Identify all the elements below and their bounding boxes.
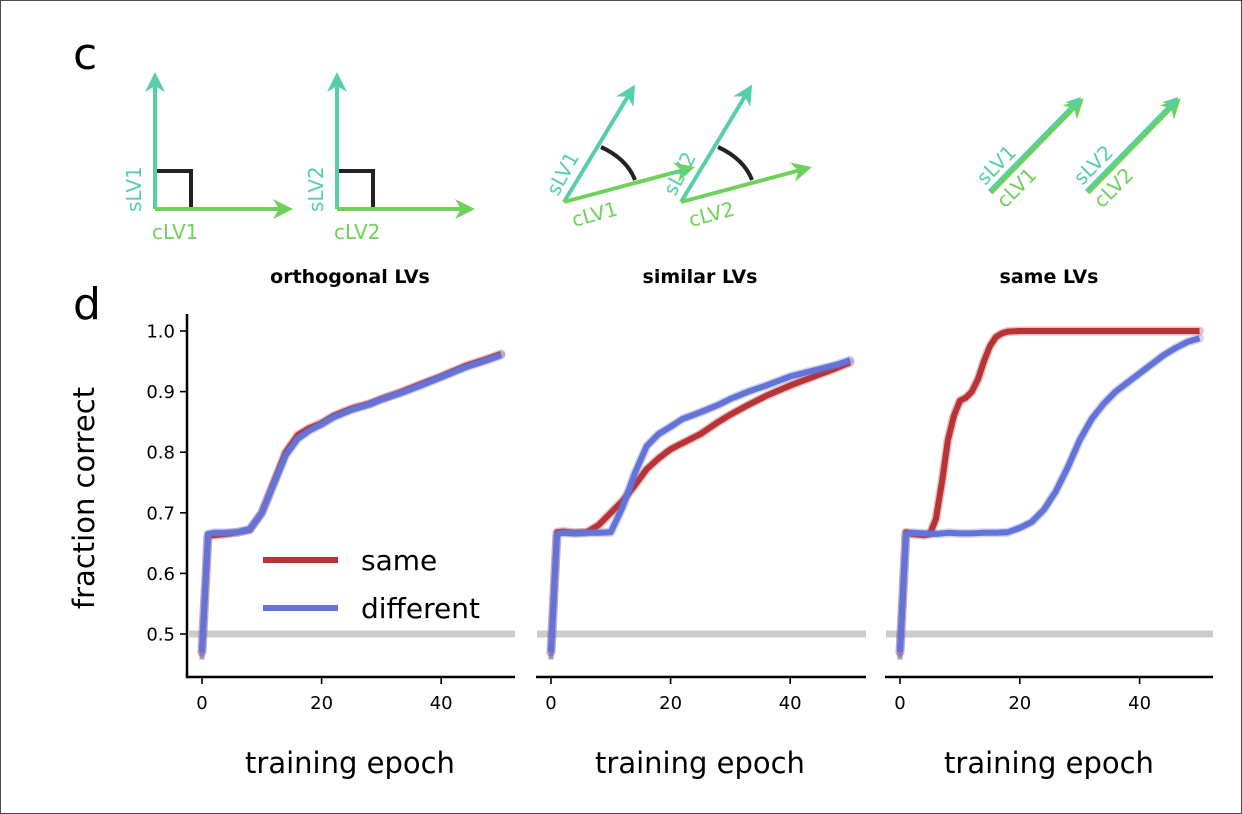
x-tick-label: 20: [1008, 693, 1031, 714]
x-tick-label: 0: [196, 693, 207, 714]
x-tick-label: 0: [894, 693, 905, 714]
clv-label: cLV2: [686, 197, 737, 232]
chart-title: similar LVs: [643, 266, 758, 288]
x-tick-label: 20: [659, 693, 682, 714]
x-ticks: 0 20 40: [187, 675, 515, 714]
chart-same: same LVs training epoch 0 20 40: [885, 266, 1213, 780]
clv-arrow: [989, 98, 1084, 195]
plot-area: [188, 349, 515, 660]
clv-arrow: [680, 162, 812, 204]
x-tick-label: 20: [310, 693, 333, 714]
vector-pair: sLV2 cLV2: [304, 72, 475, 244]
clv-arrow: [1086, 98, 1181, 195]
plot-area: [537, 355, 866, 660]
vector-pair: sLV2 cLV2: [658, 84, 812, 232]
clv-label: cLV2: [334, 220, 380, 244]
slv-arrow: [679, 84, 753, 204]
x-ticks: 0 20 40: [536, 675, 866, 714]
slv-arrow: [1084, 96, 1179, 193]
legend: same different: [263, 544, 480, 625]
panel-letter-c: c: [73, 29, 97, 80]
y-tick-label: 0.7: [146, 503, 175, 524]
panel-letter-d: d: [73, 279, 101, 330]
x-tick-label: 40: [1128, 693, 1151, 714]
x-axis-label: training epoch: [245, 746, 455, 780]
y-tick-label: 0.5: [146, 625, 175, 646]
vector-pair: sLV1 cLV1: [122, 72, 293, 244]
vector-pair: sLV1 cLV1: [972, 96, 1084, 213]
series-band-same: [546, 358, 855, 657]
diagram-same: sLV1 cLV1 sLV2 cLV2: [972, 96, 1181, 213]
angle-arc: [600, 145, 637, 181]
slv-arrow: [562, 84, 636, 204]
x-ticks: 0 20 40: [885, 675, 1213, 714]
slv-label: sLV2: [304, 166, 328, 212]
right-angle-marker: [156, 169, 193, 209]
series-line-different: [548, 357, 851, 653]
x-axis-label: training epoch: [595, 746, 805, 780]
angle-arc: [717, 145, 754, 181]
slv-label: sLV1: [541, 148, 584, 200]
clv-label: cLV1: [152, 220, 198, 244]
right-angle-marker: [338, 169, 375, 209]
diagram-orthogonal: sLV1 cLV1 sLV2 cLV2: [122, 72, 475, 244]
y-tick-label: 0.9: [146, 382, 175, 403]
x-tick-label: 0: [545, 693, 556, 714]
chart-title: orthogonal LVs: [270, 266, 430, 288]
clv-arrow: [563, 162, 695, 204]
y-ticks: 1.0 0.9 0.8 0.7 0.6 0.5: [146, 314, 189, 679]
slv-label: sLV1: [122, 166, 146, 212]
x-tick-label: 40: [779, 693, 802, 714]
diagram-similar: sLV1 cLV1 sLV2 cLV2: [541, 84, 812, 232]
x-tick-label: 40: [430, 693, 453, 714]
chart-orthogonal: orthogonal LVs fraction correct training…: [67, 266, 515, 780]
legend-label-same: same: [361, 544, 437, 577]
series-band-same: [895, 326, 1204, 657]
clv-label: cLV1: [569, 197, 620, 232]
chart-similar: similar LVs training epoch 0 20 40: [536, 266, 866, 780]
vector-pair: sLV1 cLV1: [541, 84, 695, 232]
plot-area: [886, 326, 1213, 660]
slv-arrow: [987, 96, 1082, 193]
series-line-different: [897, 335, 1201, 653]
vector-pair: sLV2 cLV2: [1069, 96, 1181, 213]
series-line-same: [548, 359, 852, 653]
chart-title: same LVs: [1000, 266, 1099, 288]
y-tick-label: 1.0: [146, 322, 175, 343]
y-axis-label: fraction correct: [67, 387, 101, 609]
legend-label-different: different: [361, 592, 480, 625]
series-line-different: [199, 352, 503, 653]
series-band-different: [546, 355, 855, 657]
y-tick-label: 0.6: [146, 564, 175, 585]
x-axis-label: training epoch: [944, 746, 1154, 780]
y-tick-label: 0.8: [146, 443, 175, 464]
